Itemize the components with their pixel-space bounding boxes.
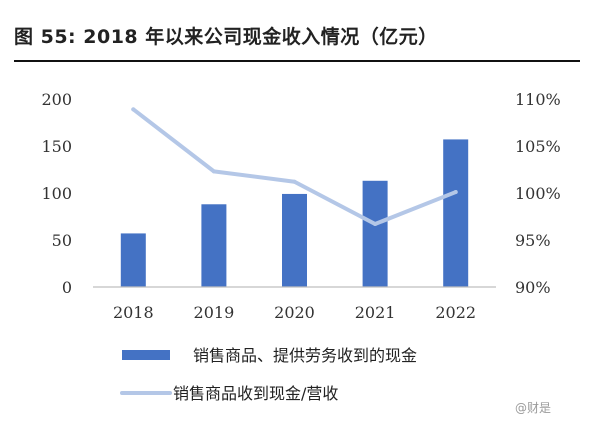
left-tick-label: 50	[52, 231, 72, 250]
legend: 销售商品、提供劳务收到的现金 销售商品收到现金/营收	[120, 346, 417, 403]
x-tick-label: 2018	[113, 303, 154, 322]
bars-layer	[120, 139, 469, 287]
right-tick-label: 95%	[515, 231, 551, 250]
right-axis-ticks: 90% 95% 100% 105% 110%	[515, 90, 561, 297]
bar-2018	[120, 233, 146, 287]
watermark: @财是	[515, 401, 552, 415]
right-tick-label: 110%	[515, 90, 561, 109]
line-point-2022	[453, 190, 458, 195]
bar-2019	[201, 204, 227, 287]
title-rule	[14, 60, 580, 62]
bar-2022	[443, 139, 469, 287]
x-tick-label: 2021	[355, 303, 396, 322]
left-tick-label: 150	[41, 137, 72, 156]
x-tick-label: 2019	[194, 303, 235, 322]
legend-line-label: 销售商品收到现金/营收	[173, 384, 338, 403]
line-point-2021	[373, 222, 378, 227]
line-point-2018	[131, 107, 136, 112]
x-axis-ticks: 2018 2019 2020 2021 2022	[113, 303, 476, 322]
right-tick-label: 100%	[515, 184, 561, 203]
legend-bar-swatch	[122, 350, 170, 360]
x-tick-label: 2022	[435, 303, 476, 322]
legend-bar-label: 销售商品、提供劳务收到的现金	[193, 346, 417, 365]
left-axis-ticks: 0 50 100 150 200	[41, 90, 72, 297]
line-point-2019	[211, 169, 216, 174]
x-tick-label: 2020	[274, 303, 315, 322]
left-tick-label: 0	[62, 278, 72, 297]
bar-2020	[282, 193, 307, 287]
left-tick-label: 100	[41, 184, 72, 203]
line-point-2020	[292, 179, 297, 184]
right-tick-label: 90%	[515, 278, 551, 297]
line-layer	[131, 107, 458, 227]
bar-2021	[362, 180, 388, 287]
right-tick-label: 105%	[515, 137, 561, 156]
figure-title: 图 55: 2018 年以来公司现金收入情况（亿元）	[14, 26, 438, 48]
left-tick-label: 200	[41, 90, 72, 109]
